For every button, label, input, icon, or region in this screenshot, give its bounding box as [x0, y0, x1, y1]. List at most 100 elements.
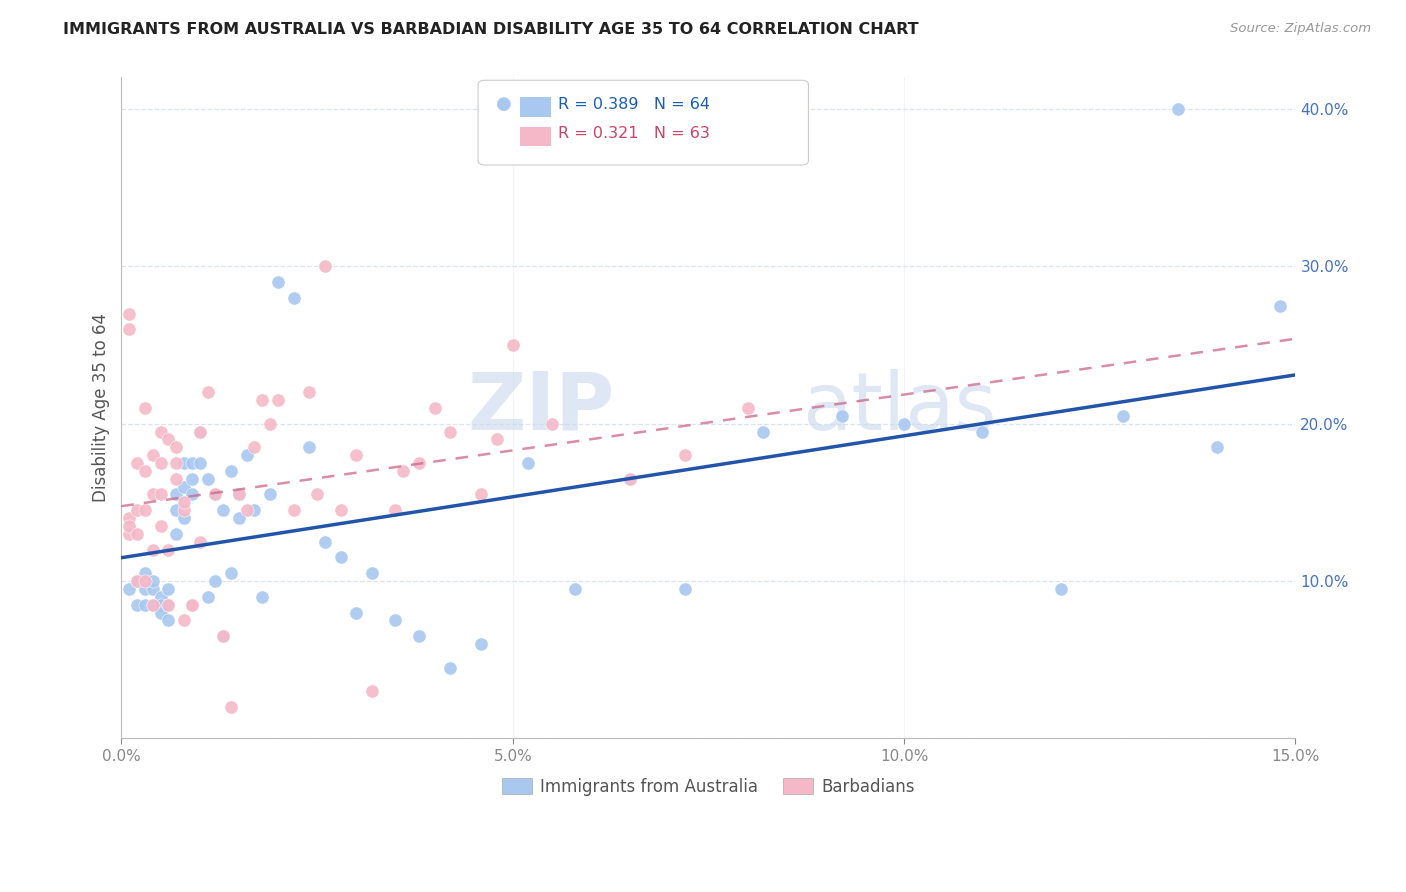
Point [134, 566, 156, 581]
Point [165, 456, 187, 470]
Point [188, 425, 211, 439]
Point [142, 542, 165, 557]
Point [188, 456, 211, 470]
Point [314, 534, 336, 549]
Point [243, 503, 266, 517]
Point [361, 684, 384, 698]
Point [673, 582, 696, 596]
Point [149, 590, 172, 604]
Text: Source: ZipAtlas.com: Source: ZipAtlas.com [1230, 22, 1371, 36]
Point [173, 503, 195, 517]
Point [267, 392, 290, 407]
Point [384, 614, 406, 628]
Point [157, 582, 180, 596]
Point [1112, 409, 1135, 423]
Point [235, 503, 257, 517]
Point [517, 456, 540, 470]
Point [344, 606, 367, 620]
Point [344, 448, 367, 462]
Point [127, 456, 149, 470]
Point [173, 456, 195, 470]
Point [149, 519, 172, 533]
Legend: Immigrants from Australia, Barbadians: Immigrants from Australia, Barbadians [495, 772, 922, 803]
Text: atlas: atlas [803, 369, 997, 447]
Point [228, 511, 250, 525]
Text: R = 0.389   N = 64: R = 0.389 N = 64 [558, 97, 710, 112]
Point [470, 637, 492, 651]
Point [212, 629, 235, 643]
Point [142, 448, 165, 462]
Point [149, 598, 172, 612]
Point [157, 542, 180, 557]
Point [219, 464, 242, 478]
Point [243, 440, 266, 454]
Point [173, 495, 195, 509]
Point [259, 487, 281, 501]
Point [165, 487, 187, 501]
Point [228, 487, 250, 501]
Point [134, 503, 156, 517]
Point [180, 487, 202, 501]
Point [118, 519, 141, 533]
Point [212, 503, 235, 517]
Point [188, 425, 211, 439]
Point [180, 598, 202, 612]
Point [149, 487, 172, 501]
Point [134, 401, 156, 415]
Point [134, 598, 156, 612]
Point [134, 582, 156, 596]
Point [486, 433, 509, 447]
Point [259, 417, 281, 431]
Point [470, 487, 492, 501]
Point [204, 574, 226, 588]
Point [423, 401, 446, 415]
Point [204, 487, 226, 501]
Point [197, 590, 219, 604]
Point [283, 503, 305, 517]
Point [127, 503, 149, 517]
Point [180, 472, 202, 486]
Point [219, 566, 242, 581]
Point [831, 409, 853, 423]
Point [1206, 440, 1229, 454]
Point [149, 456, 172, 470]
Point [142, 582, 165, 596]
Point [149, 606, 172, 620]
Point [1268, 299, 1291, 313]
Point [329, 550, 352, 565]
Point [893, 417, 915, 431]
Point [408, 456, 430, 470]
Point [197, 385, 219, 400]
Point [737, 401, 759, 415]
Point [212, 629, 235, 643]
Point [142, 574, 165, 588]
Point [142, 598, 165, 612]
Point [173, 511, 195, 525]
Point [188, 534, 211, 549]
Point [204, 487, 226, 501]
Point [541, 417, 564, 431]
Point [673, 448, 696, 462]
Point [439, 660, 461, 674]
Point [142, 598, 165, 612]
Point [173, 480, 195, 494]
Point [408, 629, 430, 643]
Point [118, 582, 141, 596]
Point [127, 574, 149, 588]
Point [267, 275, 290, 289]
Point [1049, 582, 1071, 596]
Point [157, 598, 180, 612]
Point [118, 306, 141, 320]
Point [127, 598, 149, 612]
Point [619, 472, 641, 486]
Point [118, 322, 141, 336]
Point [165, 440, 187, 454]
Point [180, 456, 202, 470]
Point [564, 582, 586, 596]
Point [384, 503, 406, 517]
Point [228, 487, 250, 501]
Point [298, 440, 321, 454]
Point [134, 574, 156, 588]
Point [502, 338, 524, 352]
Point [314, 260, 336, 274]
